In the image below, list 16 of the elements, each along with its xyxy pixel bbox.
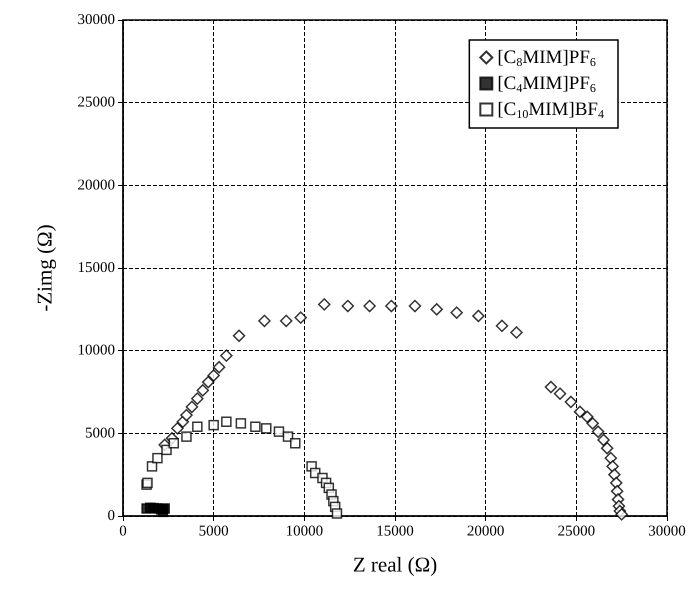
y-tick-label: 5000 [85,425,115,442]
y-tick-label: 30000 [78,12,115,28]
y-tick-label: 20000 [78,177,115,194]
x-tick-label: 20000 [466,524,504,540]
y-tick-label: 15000 [78,260,115,276]
x-axis-title: Z real (Ω) [352,552,438,576]
x-tick-label: 25000 [558,524,596,540]
x-tick-label: 10000 [286,524,324,540]
y-tick-label: 0 [108,508,115,524]
y-tick-label: 10000 [78,342,115,359]
x-tick-label: 30000 [648,524,686,540]
x-tick-label: 15000 [376,524,414,540]
x-tick-label: 5000 [198,524,229,540]
y-axis-title: -Zimg (Ω) [32,224,56,312]
y-tick-label: 25000 [78,94,115,111]
x-tick-label: 0 [119,524,127,540]
